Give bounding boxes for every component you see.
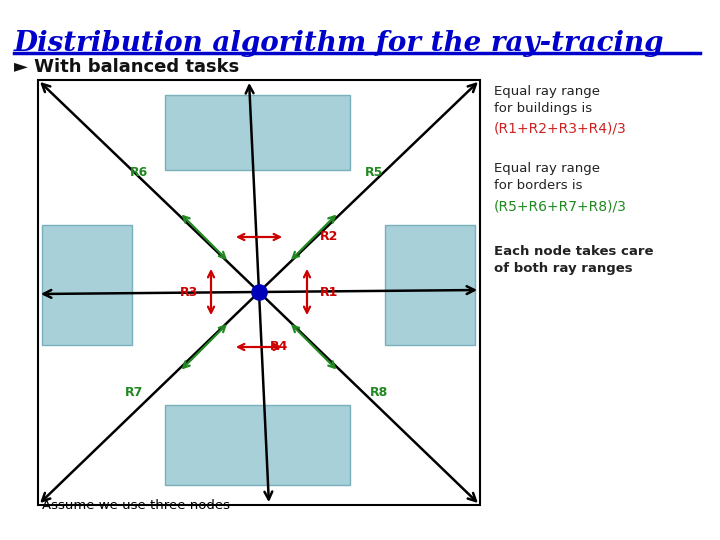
Bar: [165, 95, 350, 170]
Text: Equal ray range: Equal ray range: [494, 162, 600, 175]
Bar: [42, 225, 132, 345]
Text: R2: R2: [320, 231, 338, 244]
Text: R6: R6: [130, 165, 148, 179]
Text: Distribution algorithm for the ray-tracing: Distribution algorithm for the ray-traci…: [14, 30, 665, 57]
Text: Assume we use three nodes: Assume we use three nodes: [42, 499, 230, 512]
Text: Each node takes care: Each node takes care: [494, 245, 654, 258]
Bar: [165, 405, 350, 485]
Text: (R1+R2+R3+R4)/3: (R1+R2+R3+R4)/3: [494, 122, 626, 136]
Text: for buildings is: for buildings is: [494, 102, 592, 115]
Bar: [38, 80, 480, 505]
Text: ► With balanced tasks: ► With balanced tasks: [14, 58, 239, 76]
Text: R4: R4: [270, 341, 288, 354]
Text: Equal ray range: Equal ray range: [494, 85, 600, 98]
Bar: [385, 225, 475, 345]
Text: (R5+R6+R7+R8)/3: (R5+R6+R7+R8)/3: [494, 199, 627, 213]
Text: R5: R5: [365, 165, 383, 179]
Text: R8: R8: [370, 386, 388, 399]
Text: of both ray ranges: of both ray ranges: [494, 262, 633, 275]
Text: R1: R1: [320, 286, 338, 299]
Text: R3: R3: [180, 286, 198, 299]
Text: R7: R7: [125, 386, 143, 399]
Text: for borders is: for borders is: [494, 179, 582, 192]
